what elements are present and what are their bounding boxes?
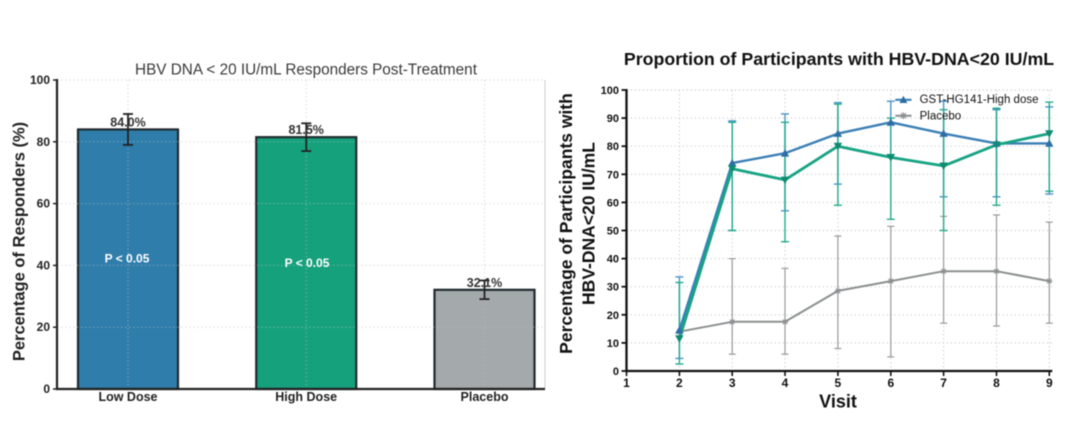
- svg-text:1: 1: [623, 376, 630, 390]
- svg-text:Low Dose: Low Dose: [98, 390, 157, 404]
- svg-text:70: 70: [607, 169, 619, 181]
- svg-text:80: 80: [607, 141, 619, 153]
- svg-text:Proportion of Participants wit: Proportion of Participants with HBV-DNA<…: [624, 49, 1054, 69]
- svg-text:60: 60: [37, 197, 51, 211]
- svg-text:32.1%: 32.1%: [467, 276, 502, 290]
- svg-text:HBV-DNA<20 IU/mL: HBV-DNA<20 IU/mL: [579, 142, 599, 305]
- svg-text:3: 3: [729, 376, 736, 390]
- svg-text:90: 90: [607, 113, 619, 125]
- svg-text:Visit: Visit: [819, 392, 857, 412]
- svg-text:40: 40: [607, 254, 619, 266]
- svg-text:P < 0.05: P < 0.05: [105, 252, 150, 266]
- svg-text:7: 7: [940, 376, 947, 390]
- svg-text:GST-HG141-High dose: GST-HG141-High dose: [920, 94, 1039, 106]
- svg-text:Placebo: Placebo: [920, 111, 962, 123]
- svg-text:0: 0: [613, 366, 619, 378]
- svg-text:5: 5: [835, 376, 842, 390]
- svg-text:80: 80: [37, 135, 51, 149]
- svg-text:30: 30: [607, 282, 619, 294]
- svg-text:HBV DNA < 20 IU/mL Responders: HBV DNA < 20 IU/mL Responders Post-Treat…: [135, 62, 478, 79]
- svg-text:10: 10: [607, 338, 619, 350]
- svg-text:50: 50: [607, 226, 619, 238]
- svg-text:4: 4: [782, 376, 789, 390]
- svg-text:6: 6: [887, 376, 894, 390]
- svg-text:84.0%: 84.0%: [110, 115, 145, 129]
- svg-text:81.5%: 81.5%: [288, 123, 323, 137]
- svg-text:60: 60: [607, 197, 619, 209]
- svg-text:20: 20: [607, 310, 619, 322]
- svg-text:0: 0: [43, 382, 50, 396]
- svg-text:100: 100: [30, 73, 50, 87]
- svg-text:Percentage of Participants wit: Percentage of Participants with: [556, 93, 576, 354]
- svg-text:40: 40: [37, 258, 51, 272]
- svg-text:P < 0.05: P < 0.05: [285, 256, 330, 270]
- svg-text:8: 8: [993, 376, 1000, 390]
- svg-text:100: 100: [601, 85, 619, 97]
- svg-text:2: 2: [676, 376, 683, 390]
- svg-text:High Dose: High Dose: [275, 390, 337, 404]
- svg-text:9: 9: [1046, 376, 1053, 390]
- svg-text:20: 20: [37, 320, 51, 334]
- svg-text:Percentage of Responders (%): Percentage of Responders (%): [11, 122, 29, 361]
- svg-text:Placebo: Placebo: [461, 390, 509, 404]
